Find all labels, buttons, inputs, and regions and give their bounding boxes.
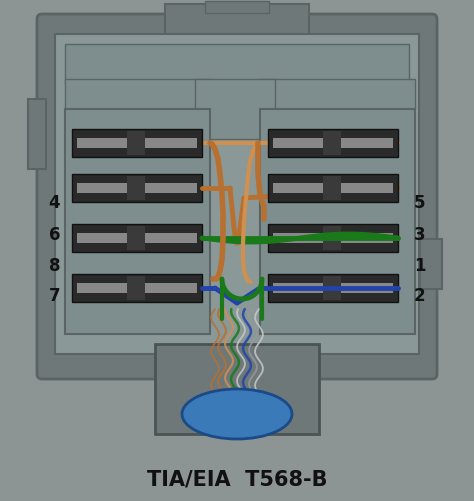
Text: 4: 4	[49, 194, 60, 212]
Bar	[268, 130, 398, 158]
Text: 8: 8	[49, 257, 60, 275]
Bar	[260, 80, 415, 110]
Text: 2: 2	[414, 287, 425, 305]
Bar	[77, 284, 197, 294]
Text: 7: 7	[49, 287, 60, 305]
Bar	[165, 5, 309, 35]
Bar	[273, 184, 393, 193]
Text: 6: 6	[49, 225, 60, 243]
Bar	[72, 224, 202, 253]
Bar	[65, 110, 210, 334]
Bar	[127, 277, 145, 301]
Bar	[77, 233, 197, 243]
Bar	[72, 275, 202, 303]
Bar	[273, 233, 393, 243]
Bar	[273, 139, 393, 149]
Bar	[55, 35, 419, 354]
Bar	[28, 100, 46, 170]
Bar	[268, 224, 398, 253]
Bar	[65, 80, 210, 110]
Bar	[127, 226, 145, 250]
Bar	[268, 175, 398, 202]
Bar	[323, 132, 341, 156]
Ellipse shape	[182, 389, 292, 439]
Bar	[323, 177, 341, 200]
Bar	[72, 130, 202, 158]
Bar	[127, 177, 145, 200]
Text: 5: 5	[414, 194, 425, 212]
FancyBboxPatch shape	[37, 15, 437, 379]
Bar	[77, 139, 197, 149]
Bar	[127, 132, 145, 156]
Bar	[205, 2, 269, 14]
Bar	[65, 45, 409, 85]
Bar	[77, 184, 197, 193]
Bar	[420, 239, 442, 290]
Bar	[260, 110, 415, 334]
Text: 1: 1	[414, 257, 425, 275]
Bar	[273, 284, 393, 294]
Bar	[155, 344, 319, 434]
Bar	[323, 226, 341, 250]
Bar	[72, 175, 202, 202]
Text: 3: 3	[414, 225, 425, 243]
Bar	[195, 80, 275, 140]
Text: TIA/EIA  T568-B: TIA/EIA T568-B	[147, 469, 327, 489]
Bar	[268, 275, 398, 303]
Bar	[323, 277, 341, 301]
